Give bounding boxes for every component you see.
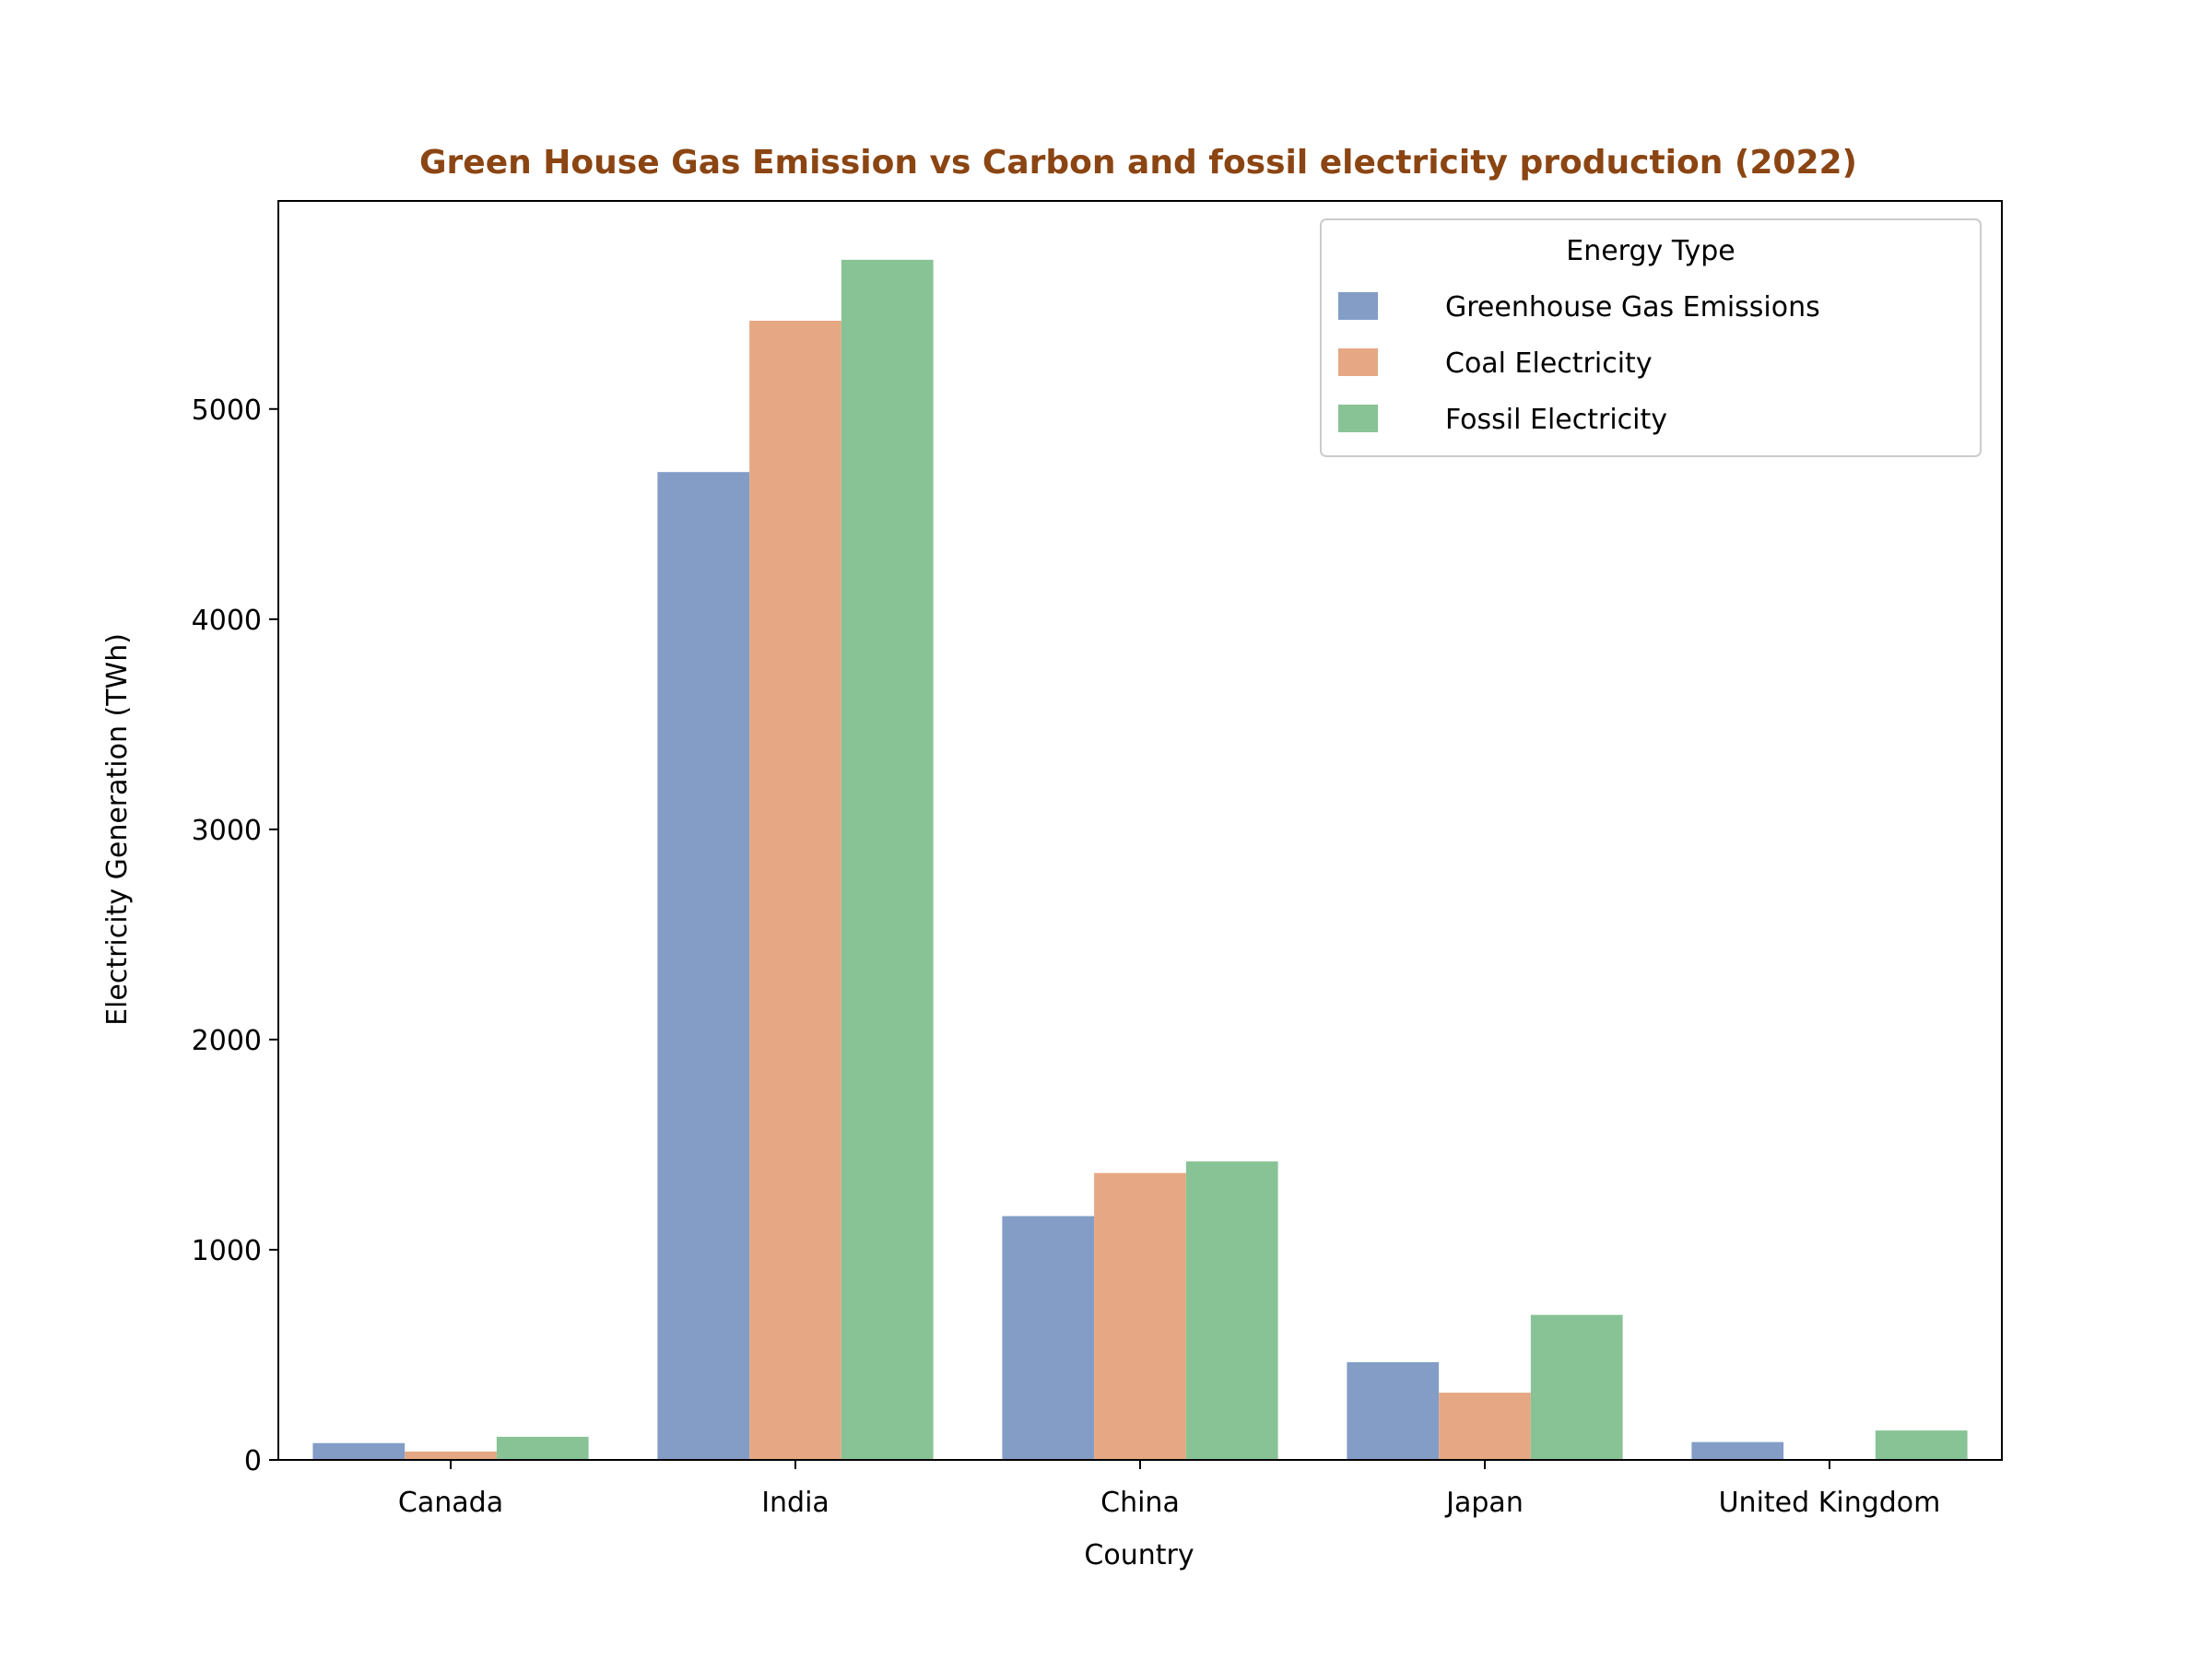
y-axis: 0 1000 2000 3000 4000 5000 xyxy=(192,394,278,1477)
x-axis-label: Country xyxy=(1084,1539,1194,1571)
bar-japan-greenhouse-gas-emissions xyxy=(1347,1361,1440,1460)
bar-india-greenhouse-gas-emissions xyxy=(657,472,750,1460)
bar-canada-greenhouse-gas-emissions xyxy=(312,1442,406,1460)
legend-swatch xyxy=(1338,348,1378,376)
bar-japan-coal-electricity xyxy=(1439,1393,1531,1460)
y-axis-label: Electricity Generation (TWh) xyxy=(101,633,134,1026)
plot-area: 0 1000 2000 3000 4000 5000 Canada India China Ja… xyxy=(192,200,2003,1519)
y-tick-label: 1000 xyxy=(192,1235,262,1267)
plot-frame xyxy=(277,200,2003,1461)
bar-india-coal-electricity xyxy=(749,320,841,1461)
legend-title: Energy Type xyxy=(1566,235,1735,267)
bar-india-fossil-electricity xyxy=(841,259,934,1461)
x-tick-label: China xyxy=(1100,1487,1180,1519)
x-tick-label: Japan xyxy=(1444,1487,1524,1519)
legend-box xyxy=(1320,218,1982,457)
bar-china-coal-electricity xyxy=(1094,1172,1186,1460)
y-tick-label: 2000 xyxy=(192,1025,262,1057)
legend-swatch xyxy=(1338,405,1378,432)
x-tick-label: United Kingdom xyxy=(1719,1487,1941,1519)
x-axis: Canada India China Japan United Kingdom xyxy=(398,1460,1940,1519)
bar-japan-fossil-electricity xyxy=(1530,1314,1623,1460)
bars-group xyxy=(312,259,1968,1461)
x-tick-label: India xyxy=(761,1487,830,1519)
y-tick-label: 0 xyxy=(244,1445,262,1477)
bar-canada-fossil-electricity xyxy=(496,1436,589,1460)
legend-items: Greenhouse Gas Emissions Coal Electricity… xyxy=(1338,291,1820,436)
legend-label: Coal Electricity xyxy=(1445,347,1653,380)
y-tick-label: 5000 xyxy=(192,394,262,427)
bar-china-greenhouse-gas-emissions xyxy=(1002,1216,1095,1460)
legend-swatch xyxy=(1338,292,1378,320)
bar-united-kingdom-greenhouse-gas-emissions xyxy=(1691,1441,1784,1460)
legend-label: Fossil Electricity xyxy=(1445,404,1667,436)
legend-label: Greenhouse Gas Emissions xyxy=(1445,291,1820,324)
x-tick-label: Canada xyxy=(398,1487,503,1519)
bar-canada-coal-electricity xyxy=(405,1451,497,1460)
y-tick-label: 3000 xyxy=(192,815,262,847)
bar-china-fossil-electricity xyxy=(1185,1161,1278,1460)
y-tick-label: 4000 xyxy=(192,605,262,637)
legend: Energy Type Greenhouse Gas Emissions Coal… xyxy=(1320,218,1982,457)
bar-united-kingdom-fossil-electricity xyxy=(1875,1430,1968,1460)
chart-title: Green House Gas Emission vs Carbon and f… xyxy=(419,144,1857,182)
